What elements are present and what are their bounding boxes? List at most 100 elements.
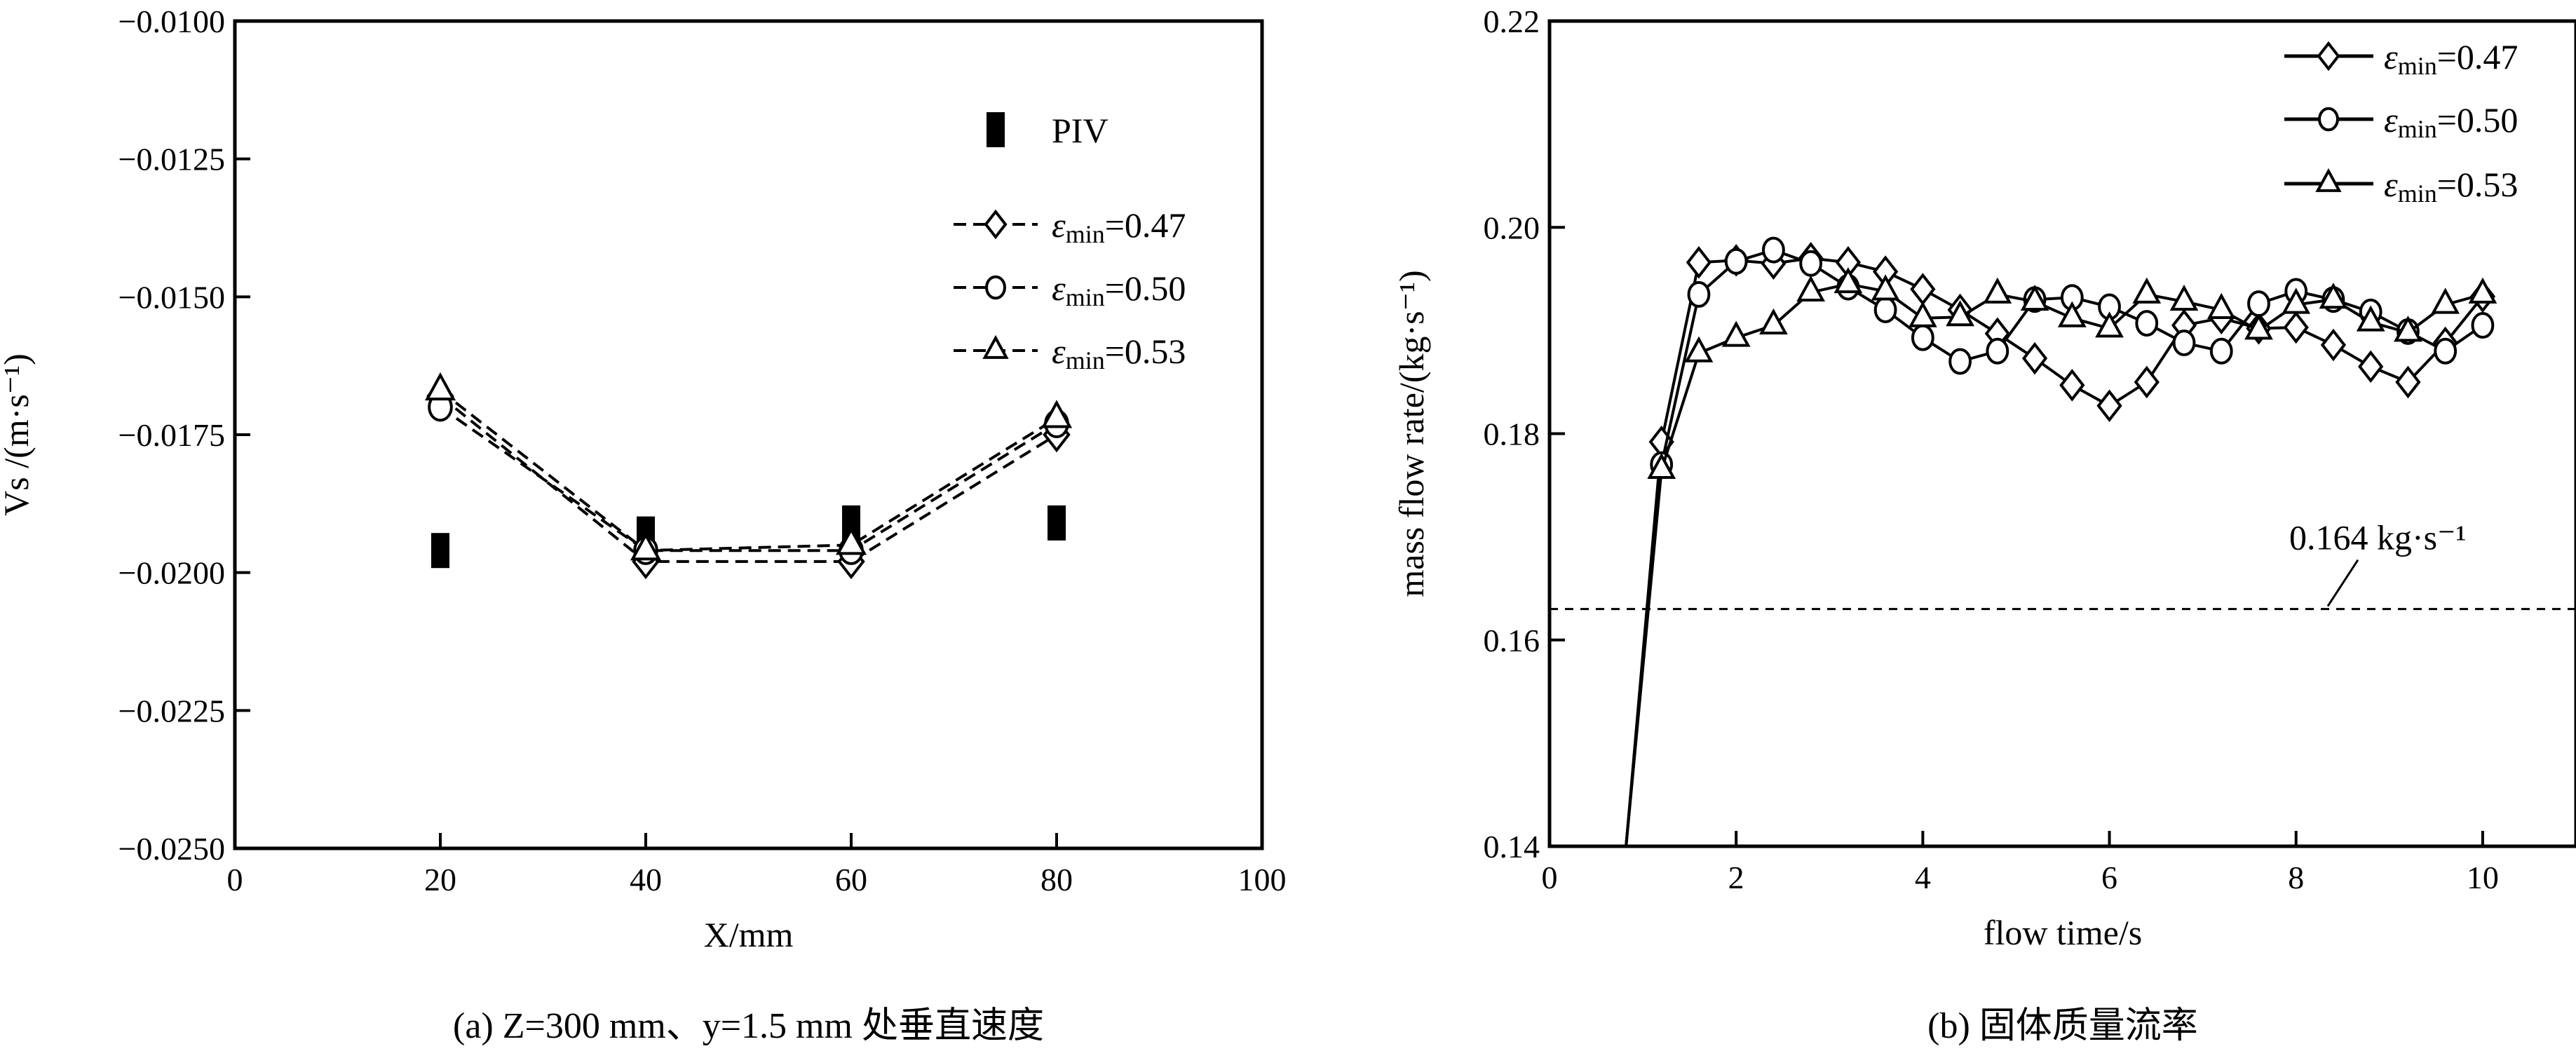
- x-tick-label: 4: [1915, 860, 1931, 895]
- data-point: [1911, 324, 1934, 351]
- annotation-leader: [2326, 559, 2359, 607]
- legend-item: PIV: [987, 111, 1109, 150]
- data-point: [2172, 330, 2196, 357]
- data-point: [2059, 369, 2085, 402]
- legend-label: εmin=0.53: [1052, 332, 1186, 374]
- series-triangle: [1625, 267, 2497, 847]
- data-point: [1759, 308, 1788, 335]
- legend-marker: [985, 275, 1006, 300]
- plot-frame: [1547, 19, 2576, 848]
- legend-marker: [2318, 107, 2339, 132]
- chart-a-velocity: 0 20 40 60 80 100 −0.0100 −0.0125 −0.0150 −0.0175…: [0, 4, 1287, 1046]
- legend-item: εmin=0.53: [2284, 165, 2518, 208]
- data-point: [2095, 311, 2124, 338]
- data-point: [1946, 300, 1974, 327]
- data-point: [1796, 275, 1826, 301]
- data-point: [1983, 277, 2012, 304]
- data-point: [2096, 389, 2122, 423]
- series-line: [439, 395, 1058, 563]
- chart-b-mass-flow-rate: 0 2 4 6 8 10 0.14 0.16 0.18 0.20 0.22 flow time/s ma…: [1392, 4, 2576, 1046]
- data-point: [1684, 336, 1714, 362]
- data-point: [2395, 365, 2421, 399]
- figure-caption: (a) Z=300 mm、y=1.5 mm 处垂直速度: [453, 1006, 1044, 1046]
- data-point: [2468, 277, 2497, 304]
- data-point: [2282, 287, 2311, 314]
- y-tick-label: 0.20: [1484, 210, 1540, 245]
- x-tick-label: 100: [1238, 862, 1287, 897]
- data-point: [424, 372, 456, 401]
- legend-item: εmin=0.50: [2284, 100, 2518, 143]
- legend-label: PIV: [1052, 111, 1109, 150]
- y-axis-title: Vs /(m·s⁻¹): [0, 353, 36, 516]
- data-point: [431, 533, 449, 569]
- figure-caption: (b) 固体质量流率: [1927, 1006, 2198, 1046]
- x-tick-label: 0: [227, 862, 243, 897]
- data-point: [1762, 236, 1785, 264]
- legend-label: εmin=0.47: [2384, 37, 2518, 80]
- x-tick-label: 80: [1040, 862, 1073, 897]
- data-point: [2247, 290, 2270, 318]
- legend-label: εmin=0.50: [2384, 100, 2518, 143]
- legend: εmin=0.47 εmin=0.50 εmin=0.53: [2284, 37, 2518, 208]
- data-point: [1948, 348, 1972, 375]
- data-point: [1833, 267, 1863, 294]
- y-tick-label: −0.0225: [118, 693, 225, 728]
- data-point: [1873, 296, 1897, 323]
- y-tick-label: 0.14: [1484, 829, 1540, 864]
- legend-label: εmin=0.47: [1052, 205, 1186, 248]
- data-point: [1871, 274, 1900, 301]
- data-point: [1721, 320, 1751, 347]
- data-point: [2169, 285, 2199, 311]
- data-point: [2283, 311, 2309, 344]
- data-point: [2431, 287, 2460, 314]
- x-tick-label: 60: [835, 862, 867, 897]
- legend-marker: [2317, 41, 2340, 72]
- data-point: [1687, 280, 1711, 308]
- legend-label: εmin=0.53: [2384, 165, 2518, 208]
- legend-marker: [984, 209, 1008, 240]
- y-tick-label: −0.0125: [118, 142, 225, 177]
- legend-item: εmin=0.50: [954, 269, 1186, 311]
- data-point: [1647, 452, 1676, 479]
- legend-item: εmin=0.53: [954, 332, 1186, 374]
- x-tick-label: 6: [2101, 860, 2117, 895]
- y-tick-label: 0.18: [1484, 416, 1540, 452]
- y-tick-label: −0.0100: [118, 4, 225, 39]
- legend-marker: [982, 334, 1009, 359]
- data-point: [1799, 250, 1823, 277]
- data-point: [2020, 285, 2049, 311]
- y-tick-label: −0.0200: [118, 555, 225, 591]
- y-axis-title: mass flow rate/(kg·s⁻¹): [1392, 270, 1431, 597]
- legend-marker: [2315, 168, 2342, 192]
- data-point: [2021, 341, 2048, 375]
- data-point: [630, 532, 662, 561]
- legend-label: εmin=0.50: [1052, 269, 1186, 311]
- x-tick-label: 10: [2467, 860, 2499, 895]
- legend-item: εmin=0.47: [954, 205, 1186, 248]
- y-tick-label: −0.0150: [118, 279, 225, 315]
- series-circle: [428, 392, 1069, 565]
- data-point: [2244, 313, 2273, 340]
- legend: PIV εmin=0.47 εmin=0.50 εmin=0.53: [954, 111, 1186, 374]
- data-point: [2135, 310, 2159, 337]
- data-point: [2134, 365, 2160, 399]
- legend-item: εmin=0.47: [2284, 37, 2518, 80]
- x-tick-label: 20: [424, 862, 456, 897]
- x-tick-label: 40: [630, 862, 662, 897]
- data-point: [1048, 505, 1066, 541]
- data-point: [1910, 273, 1936, 306]
- y-tick-label: 0.16: [1484, 623, 1540, 658]
- x-tick-label: 2: [1728, 860, 1744, 895]
- x-tick-label: 0: [1542, 860, 1558, 895]
- data-point: [2209, 337, 2233, 365]
- series-line: [439, 406, 1058, 552]
- y-tick-label: −0.0250: [118, 831, 225, 867]
- data-point: [2358, 350, 2384, 384]
- data-point: [2057, 301, 2087, 327]
- data-point: [2434, 337, 2458, 365]
- data-point: [2319, 283, 2348, 309]
- legend-marker: [987, 112, 1005, 147]
- data-point: [1724, 248, 1748, 275]
- x-axis-title: flow time/s: [1984, 913, 2142, 952]
